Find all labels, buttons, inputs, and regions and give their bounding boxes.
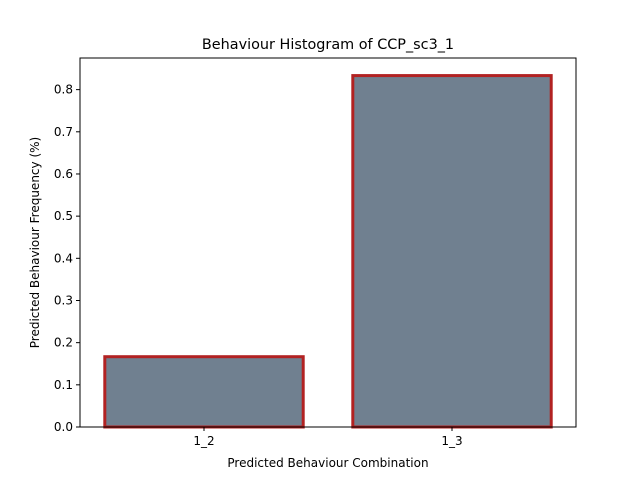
bars-group bbox=[103, 74, 553, 429]
x-axis-label: Predicted Behaviour Combination bbox=[227, 456, 428, 470]
y-tick-label: 0.5 bbox=[54, 209, 73, 223]
y-tick-label: 0.2 bbox=[54, 336, 73, 350]
chart-title: Behaviour Histogram of CCP_sc3_1 bbox=[202, 37, 454, 53]
y-tick-label: 0.4 bbox=[54, 251, 73, 265]
x-tick-label: 1_2 bbox=[193, 434, 214, 448]
y-tick-label: 0.3 bbox=[54, 293, 73, 307]
y-tick-label: 0.8 bbox=[54, 83, 73, 97]
axes-frame bbox=[79, 57, 577, 428]
bar-1_3 bbox=[351, 74, 553, 429]
bar-1_2 bbox=[103, 355, 305, 429]
x-axis-ticks: 1_2 1_3 bbox=[193, 427, 463, 448]
y-axis-ticks: 0.0 0.1 0.2 0.3 0.4 0.5 0.6 0.7 0.8 bbox=[54, 83, 80, 434]
x-tick-label: 1_3 bbox=[441, 434, 462, 448]
y-tick-label: 0.1 bbox=[54, 378, 73, 392]
y-tick-label: 0.6 bbox=[54, 167, 73, 181]
y-tick-label: 0.0 bbox=[54, 420, 73, 434]
y-tick-label: 0.7 bbox=[54, 125, 73, 139]
y-axis-label: Predicted Behaviour Frequency (%) bbox=[28, 137, 42, 348]
